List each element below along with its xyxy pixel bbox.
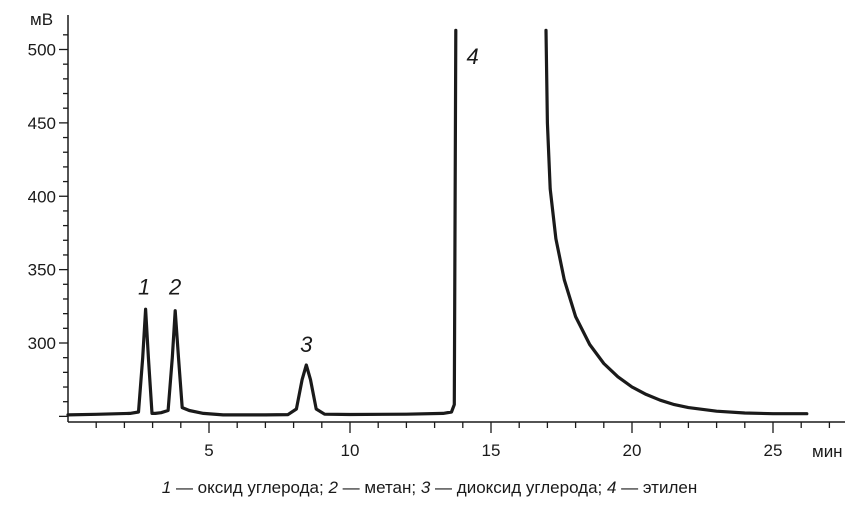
y-tick-label: 400 <box>28 187 56 206</box>
x-tick-label: 15 <box>482 441 501 460</box>
caption-num-3: 3 <box>420 478 431 497</box>
peak-labels: 1 2 3 4 <box>138 44 479 357</box>
peak-label-1: 1 <box>138 275 150 300</box>
peak-label-2: 2 <box>168 275 181 300</box>
caption-num-4: 4 <box>606 478 617 497</box>
y-ticks: 300 350 400 450 500 <box>28 34 68 418</box>
chromatogram-series-1 <box>66 28 458 417</box>
x-tick-label: 10 <box>341 441 360 460</box>
caption-text-4: — этилен <box>616 478 698 497</box>
peak-label-4: 4 <box>467 44 479 69</box>
peak-label-3: 3 <box>300 332 313 357</box>
y-tick-label: 350 <box>28 261 56 280</box>
figure-caption: 1 — оксид углерода; 2 — метан; 3 — диокс… <box>0 478 859 498</box>
y-tick-label: 450 <box>28 114 56 133</box>
y-tick-label: 300 <box>28 334 56 353</box>
series-layer <box>66 28 809 417</box>
caption-text-3: — диоксид углерода; <box>430 478 607 497</box>
y-axis-unit: мВ <box>30 10 53 29</box>
x-axis-unit: мин <box>812 442 843 461</box>
y-tick-label: 500 <box>28 41 56 60</box>
caption-text-2: — метан; <box>337 478 421 497</box>
caption-num-2: 2 <box>328 478 338 497</box>
x-tick-label: 25 <box>764 441 783 460</box>
x-ticks: 5 10 15 20 25 <box>95 422 831 460</box>
caption-text-1: — оксид углерода; <box>171 478 329 497</box>
x-tick-label: 5 <box>204 441 213 460</box>
chromatogram-series-2 <box>544 28 809 416</box>
caption-num-1: 1 <box>161 478 172 497</box>
axes: 300 350 400 450 500 5 10 15 20 25 <box>28 15 845 460</box>
x-tick-label: 20 <box>623 441 642 460</box>
